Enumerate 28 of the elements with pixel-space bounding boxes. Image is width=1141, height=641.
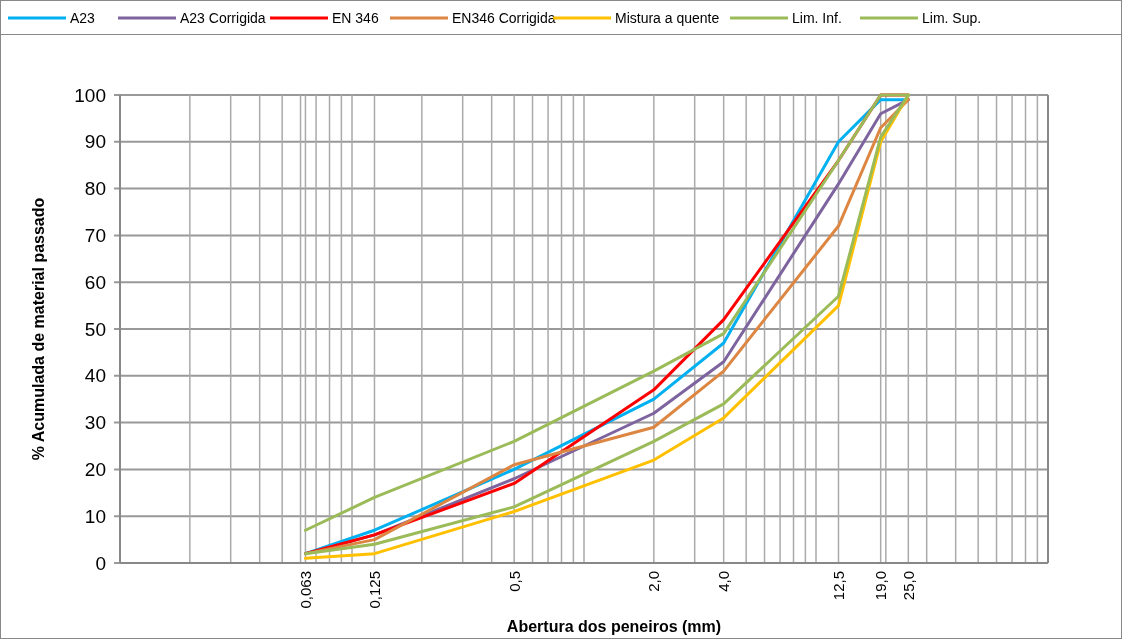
y-tick-label: 90 [84,131,106,153]
x-tick-label: 2,0 [645,571,663,592]
y-tick-label: 20 [84,458,106,480]
x-tick-label: 12,5 [829,571,847,601]
y-tick-label: 10 [84,505,106,527]
x-axis-title: Abertura dos peneiros (mm) [506,618,722,635]
x-tick-label: 0,063 [296,571,314,609]
x-tick-label: 19,0 [872,571,890,601]
y-tick-label: 80 [84,178,106,200]
legend-label: Mistura a quente [615,10,720,26]
legend-label: A23 Corrigida [180,10,266,26]
x-tick-label: 4,0 [715,571,733,592]
y-tick-label: 60 [84,271,106,293]
x-tick-label: 0,5 [505,571,523,592]
x-tick-label: 25,0 [899,571,917,601]
y-tick-label: 0 [95,552,106,574]
x-tick-label: 0,125 [365,571,383,609]
legend-label: EN346 Corrigida [452,10,556,26]
y-tick-label: 70 [84,224,106,246]
y-axis-title: % Acumulada de material passado [30,197,47,461]
y-tick-label: 100 [74,84,106,106]
y-tick-label: 30 [84,412,106,434]
legend-label: Lim. Sup. [922,10,982,26]
legend-label: Lim. Inf. [792,10,842,26]
legend-label: EN 346 [332,10,379,26]
legend-label: A23 [70,10,96,26]
y-tick-label: 40 [84,365,106,387]
y-tick-label: 50 [84,318,106,340]
